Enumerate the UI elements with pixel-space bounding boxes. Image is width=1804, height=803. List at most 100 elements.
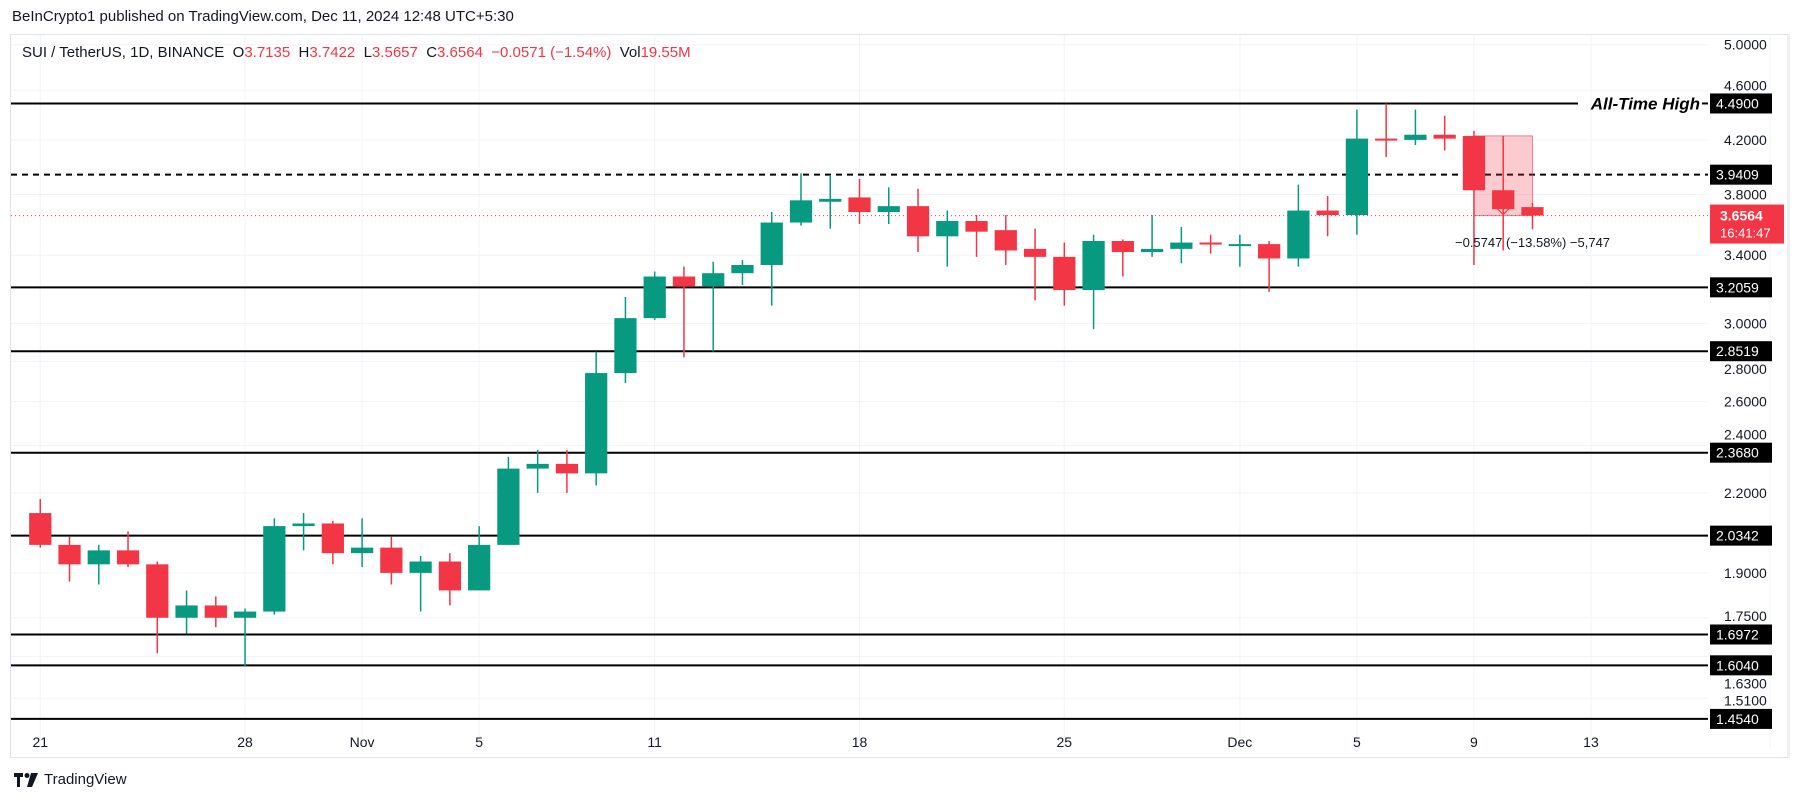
symbol-legend: SUI / TetherUS, 1D, BINANCE O3.7135 H3.7… (22, 44, 691, 61)
candle (1228, 234, 1251, 267)
candle-body (1492, 190, 1515, 210)
candle (350, 518, 374, 568)
candle (292, 513, 315, 551)
candle-body (58, 544, 81, 565)
candle (614, 296, 637, 384)
candle (438, 553, 461, 606)
level-price-label: 1.6972 (1716, 626, 1759, 642)
x-tick-label: 25 (1057, 734, 1073, 750)
level-price-badge (1710, 525, 1772, 546)
x-tick-label: Nov (350, 734, 375, 750)
candle (1316, 195, 1339, 237)
level-price-badge (1710, 164, 1772, 185)
candle (1345, 109, 1369, 235)
candle-body (731, 264, 754, 274)
y-tick-label: 2.6000 (1724, 394, 1767, 410)
candle-body (1228, 244, 1251, 247)
candle-body (1345, 138, 1369, 216)
candle (497, 456, 520, 545)
candle (819, 174, 842, 229)
legend-high: 3.7422 (309, 44, 356, 61)
x-tick-label: 21 (32, 734, 48, 750)
legend-open-label: O (232, 44, 245, 61)
level-price-label: 3.9409 (1716, 167, 1759, 183)
candle-body (233, 611, 257, 618)
candle (994, 215, 1017, 265)
candle (58, 536, 81, 582)
candle (87, 544, 110, 585)
candle (1140, 215, 1164, 257)
candle (789, 173, 813, 226)
candle (175, 590, 198, 634)
y-tick-label: 4.2000 (1724, 132, 1767, 148)
candle-body (906, 206, 930, 237)
legend-volume-label: Vol (619, 44, 641, 61)
candle-body (643, 276, 666, 319)
last-price-badge (1710, 204, 1784, 244)
candle (848, 178, 871, 225)
candle-body (789, 200, 813, 223)
candle (936, 210, 959, 267)
legend-close: 3.6564 (437, 44, 483, 61)
candle-body (468, 544, 491, 591)
x-tick-label: 5 (1353, 734, 1361, 750)
candle (1258, 240, 1281, 292)
y-tick-label: 1.5100 (1724, 692, 1767, 708)
legend-open: 3.7135 (244, 44, 291, 61)
level-price-label: 2.8519 (1716, 343, 1759, 359)
candle (526, 449, 549, 493)
candle-body (146, 564, 169, 618)
candle-body (1053, 256, 1076, 291)
candle (1462, 130, 1486, 265)
candle (555, 449, 579, 493)
y-tick-label: 1.6300 (1724, 676, 1767, 692)
level-price-badge (1710, 624, 1772, 645)
level-price-label: 4.4900 (1716, 95, 1759, 111)
legend-high-label: H (298, 44, 310, 61)
candle-body (1023, 248, 1047, 257)
candle-body (380, 547, 403, 573)
candle-body (292, 523, 315, 527)
candle-body (1433, 134, 1456, 139)
candle (1053, 242, 1076, 306)
candle-body (1521, 207, 1544, 216)
level-price-label: 1.4540 (1716, 711, 1759, 727)
candle (1521, 202, 1544, 230)
level-price-label: 3.2059 (1716, 279, 1759, 295)
candle-body (585, 373, 608, 474)
measure-label: −0.5747 (−13.58%) −5,747 (1455, 235, 1610, 250)
candle (906, 188, 930, 253)
candle (1375, 103, 1398, 158)
y-tick-label: 2.8000 (1724, 361, 1767, 377)
bar-countdown-label: 16:41:47 (1720, 226, 1771, 241)
candle-body (936, 221, 959, 237)
x-tick-label: 28 (237, 734, 253, 750)
candle (1170, 227, 1193, 264)
candle-body (1375, 138, 1398, 141)
candle-body (760, 222, 783, 265)
level-price-label: 2.3680 (1716, 445, 1759, 461)
candle (146, 561, 169, 654)
candle-body (965, 221, 988, 232)
level-price-label: 1.6040 (1716, 657, 1759, 673)
legend-change: −0.0571 (−1.54%) (491, 44, 612, 61)
y-tick-label: 3.8000 (1724, 187, 1767, 203)
candle-body (263, 526, 286, 612)
x-tick-label: 5 (475, 734, 483, 750)
footer-brand: TradingView (44, 771, 127, 788)
y-tick-label: 5.0000 (1724, 37, 1767, 53)
publisher-line: BeInCrypto1 published on TradingView.com… (12, 8, 514, 25)
candle-body (29, 513, 52, 545)
legend-low: 3.5657 (371, 44, 418, 61)
level-price-badge (1710, 655, 1772, 676)
level-price-badge (1710, 442, 1772, 463)
candle-body (1287, 210, 1310, 259)
x-tick-label: Dec (1227, 734, 1252, 750)
candle (380, 536, 403, 585)
candle (643, 271, 666, 320)
candle-body (1462, 136, 1486, 191)
candle (965, 215, 988, 257)
y-tick-label: 2.2000 (1724, 485, 1767, 501)
candle-body (497, 468, 520, 545)
